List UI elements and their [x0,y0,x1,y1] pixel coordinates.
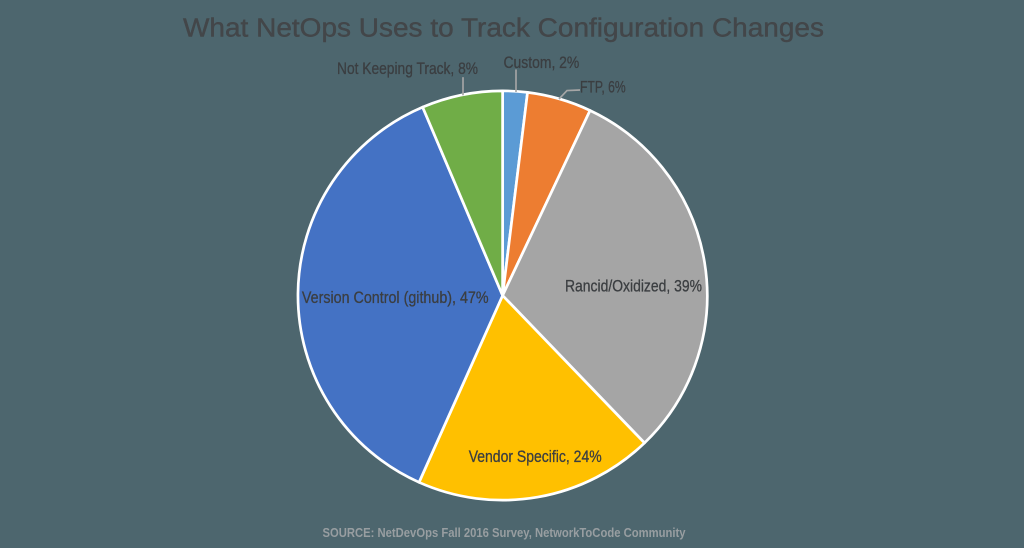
svg-text:Vendor Specific, 24%: Vendor Specific, 24% [469,447,602,466]
svg-text:Rancid/Oxidized, 39%: Rancid/Oxidized, 39% [565,277,702,296]
svg-text:Not Keeping Track, 8%: Not Keeping Track, 8% [337,59,478,78]
svg-text:What NetOps Uses to Track Conf: What NetOps Uses to Track Configuration … [183,13,824,43]
svg-text:FTP, 6%: FTP, 6% [580,78,626,97]
svg-text:Custom, 2%: Custom, 2% [504,53,580,72]
svg-text:Version Control (github), 47%: Version Control (github), 47% [302,288,489,307]
svg-text:SOURCE: NetDevOps Fall 2016 Su: SOURCE: NetDevOps Fall 2016 Survey, Netw… [323,525,687,540]
